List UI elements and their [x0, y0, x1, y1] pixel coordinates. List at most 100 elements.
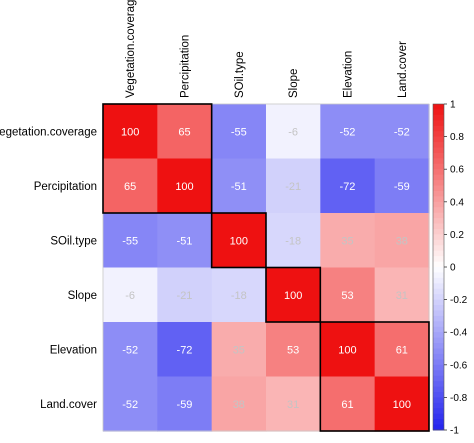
- colorbar-tick-label: 0.8: [450, 132, 464, 143]
- colorbar-segment: [433, 321, 444, 328]
- heatmap-cell: [211, 158, 267, 214]
- colorbar-segment: [433, 424, 444, 431]
- colorbar-segment: [433, 326, 444, 333]
- cell-value-label: 65: [178, 126, 190, 138]
- cluster-box: [102, 103, 213, 214]
- colorbar-segment: [433, 386, 444, 393]
- colorbar-segment: [433, 152, 444, 159]
- colorbar-segment: [433, 299, 444, 306]
- row-label: Land.cover: [40, 399, 97, 411]
- cell-value-label: 61: [396, 344, 408, 356]
- colorbar-tick-label: 0: [450, 263, 456, 274]
- colorbar-segment: [433, 413, 444, 420]
- heatmap-cell: [103, 158, 158, 214]
- colorbar-segment: [433, 158, 444, 165]
- colorbar-segment: [433, 131, 444, 138]
- heatmap-cell: [265, 267, 321, 323]
- heatmap-cell: [320, 376, 376, 432]
- cell-value-label: -52: [394, 126, 410, 138]
- colorbar-tick-label: 0.4: [450, 197, 464, 208]
- colorbar-segment: [433, 201, 444, 208]
- heatmap-cell: [211, 213, 267, 269]
- colorbar-tick-label: 1: [450, 100, 456, 111]
- colorbar-segment: [433, 142, 444, 148]
- colorbar-segment: [433, 364, 444, 371]
- colorbar: 1 0.8 0.6 0.4 0.2 0 -0.2 -0.4 -0.6 -0.8 -1: [432, 100, 468, 437]
- heatmap-cell: [374, 322, 430, 378]
- cell-value-label: 61: [341, 399, 353, 411]
- cell-value-label: 35: [233, 344, 245, 356]
- cell-value-label: -6: [125, 290, 135, 302]
- colorbar-segment: [433, 391, 444, 398]
- colorbar-segment: [433, 125, 444, 132]
- cell-value-label: -6: [288, 126, 298, 138]
- cell-value-label: 100: [175, 181, 193, 193]
- cell-value-label: -18: [231, 290, 247, 302]
- column-label: Elevation: [342, 51, 354, 98]
- colorbar-segment: [433, 234, 444, 241]
- colorbar-segment: [433, 212, 444, 219]
- cluster-box: [210, 212, 267, 269]
- row-label: Vegetation.coverage: [0, 126, 97, 138]
- colorbar-segment: [433, 332, 444, 339]
- heatmap-cell: [320, 213, 376, 269]
- heatmap-cell: [157, 213, 213, 269]
- heatmap-cell: [265, 104, 321, 160]
- heatmap-cell: [157, 158, 213, 214]
- heatmap-cells: [102, 103, 430, 432]
- colorbar-tick-label: -0.8: [450, 393, 468, 404]
- heatmap-cell: [374, 158, 430, 214]
- colorbar-segment: [433, 370, 444, 377]
- colorbar-segment: [433, 408, 444, 415]
- heatmap-cell: [103, 376, 158, 432]
- colorbar-segment: [433, 169, 444, 176]
- colorbar-segment: [433, 180, 444, 186]
- row-labels: Vegetation.coverage Percipitation SOil.typ…: [0, 126, 97, 411]
- cell-value-label: -52: [340, 126, 356, 138]
- cell-value-label: 65: [124, 181, 136, 193]
- colorbar-segment: [433, 250, 444, 257]
- cell-value-label: 100: [338, 344, 356, 356]
- row-label: Elevation: [50, 344, 97, 356]
- cluster-box: [319, 321, 430, 432]
- colorbar-segment: [433, 343, 444, 349]
- colorbar-segment: [433, 163, 444, 170]
- colorbar-segment: [433, 256, 444, 263]
- colorbar-tick-label: -0.6: [450, 360, 468, 371]
- column-label: Slope: [288, 69, 300, 98]
- row-label: SOil.type: [50, 235, 97, 247]
- cell-value-label: -21: [177, 290, 193, 302]
- cell-value-label: -52: [122, 399, 138, 411]
- heatmap-cell: [374, 213, 430, 269]
- heatmap-cell: [320, 104, 376, 160]
- cell-value-label: -51: [177, 235, 193, 247]
- cell-value-label: -52: [122, 344, 138, 356]
- colorbar-segment: [433, 185, 444, 192]
- column-labels: Vegetation.coverage Percipitation SOil.typ…: [125, 0, 409, 98]
- cell-value-label: 53: [287, 344, 299, 356]
- colorbar-segment: [433, 267, 444, 273]
- colorbar-tick-label: -1: [450, 426, 459, 437]
- cell-value-label: -18: [285, 235, 301, 247]
- colorbar-segment: [433, 381, 444, 388]
- cell-value-label: -55: [231, 126, 247, 138]
- colorbar-tick-label: -0.2: [450, 295, 468, 306]
- colorbar-segment: [433, 315, 444, 322]
- row-label: Percipitation: [34, 181, 97, 193]
- cell-value-label: 38: [396, 235, 408, 247]
- heatmap-cell: [211, 322, 267, 378]
- colorbar-segment: [433, 305, 444, 311]
- cell-value-label: -51: [231, 181, 247, 193]
- row-label: Slope: [68, 290, 97, 302]
- heatmap-cell: [374, 376, 430, 432]
- cell-value-label: 100: [121, 126, 139, 138]
- heatmap-cell: [103, 213, 158, 269]
- heatmap-cell-labels: 100 65 -55 -6 -52 -52 65 100 -51 -21 -72 -59 -55 -51 1…: [121, 126, 411, 411]
- cell-value-label: -55: [122, 235, 138, 247]
- heatmap-cell: [103, 267, 158, 323]
- heatmap-border: [102, 103, 430, 432]
- colorbar-segment: [433, 239, 444, 246]
- column-label: SOil.type: [234, 51, 246, 98]
- heatmap-cell: [211, 376, 267, 432]
- colorbar-segment: [433, 174, 444, 181]
